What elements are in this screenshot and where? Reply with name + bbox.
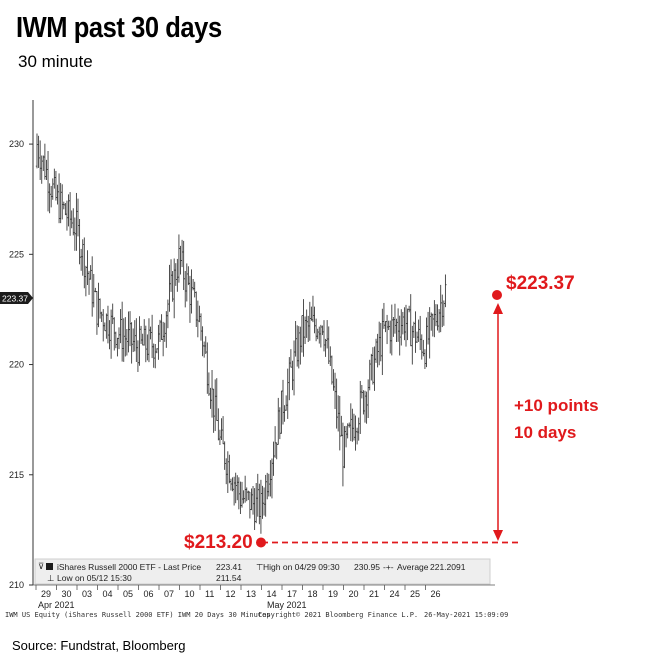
chart-title: IWM past 30 days (16, 12, 222, 44)
last-price-tag-text: 223.37 (2, 294, 28, 304)
x-tick-label: 19 (328, 589, 338, 599)
x-tick-label: 06 (144, 589, 154, 599)
chart-subtitle: 30 minute (18, 52, 93, 71)
gain-arrow-head-down (493, 530, 503, 541)
low-marker (256, 537, 266, 548)
high-price-label: $223.37 (506, 273, 575, 294)
legend-low-label: Low on 05/12 15:30 (57, 573, 132, 583)
last-price-tag: 223.37 (0, 292, 33, 304)
y-tick-label: 220 (9, 360, 24, 370)
legend-high-icon: ⊤ (256, 562, 264, 572)
high-marker (492, 290, 502, 300)
footer-right: 26-May-2021 15:09:09 (424, 611, 508, 619)
x-tick-label: 11 (205, 589, 214, 599)
x-tick-label: 29 (41, 589, 51, 599)
y-tick-label: 210 (9, 580, 24, 590)
x-tick-label: 07 (164, 589, 174, 599)
x-month-label: May 2021 (267, 600, 307, 610)
legend-box (34, 558, 491, 585)
legend: ⊽ iShares Russell 2000 ETF - Last Price … (34, 558, 491, 585)
x-tick-label: 05 (123, 589, 133, 599)
x-tick-label: 17 (287, 589, 297, 599)
x-tick-label: 26 (431, 589, 441, 599)
gain-arrow-head-up (493, 303, 503, 314)
legend-low-icon: ⊥ (47, 573, 55, 583)
gain-text-line2: 10 days (514, 423, 576, 442)
x-tick-label: 18 (308, 589, 318, 599)
x-month-label: Apr 2021 (38, 600, 75, 610)
source-note: Source: Fundstrat, Bloomberg (12, 638, 186, 653)
price-bars (35, 133, 447, 534)
legend-average-icon: -+- (383, 562, 394, 572)
x-tick-label: 25 (410, 589, 420, 599)
gain-text-line1: +10 points (514, 396, 599, 415)
x-tick-label: 21 (369, 589, 379, 599)
legend-last-price-label: iShares Russell 2000 ETF - Last Price (57, 562, 201, 572)
x-tick-label: 03 (82, 589, 92, 599)
x-tick-label: 12 (226, 589, 236, 599)
x-tick-label: 24 (390, 589, 400, 599)
y-axis: 230 225 220 215 210 (9, 139, 33, 590)
y-tick-label: 215 (9, 470, 24, 480)
footer-left: IWM US Equity (iShares Russell 2000 ETF)… (5, 611, 271, 619)
x-tick-label: 30 (62, 589, 72, 599)
x-tick-label: 14 (267, 589, 277, 599)
x-tick-label: 04 (103, 589, 113, 599)
x-tick-label: 20 (349, 589, 359, 599)
legend-last-price-value: 223.41 (216, 562, 242, 572)
footer-center: Copyright© 2021 Bloomberg Finance L.P. (258, 611, 418, 619)
legend-pin-icon: ⊽ (38, 561, 44, 571)
legend-high-label: High on 04/29 09:30 (263, 562, 340, 572)
legend-swatch-icon (46, 563, 53, 570)
low-price-label: $213.20 (184, 532, 253, 553)
legend-low-value: 211.54 (216, 573, 242, 583)
x-tick-label: 10 (185, 589, 195, 599)
x-axis: 29 30 03 04 05 06 07 10 11 12 13 14 17 18 19 20 21 24 25 26… (35, 585, 441, 610)
y-tick-label: 225 (9, 249, 24, 259)
legend-average-value: 221.2091 (430, 562, 466, 572)
x-tick-label: 13 (246, 589, 256, 599)
y-tick-label: 230 (9, 139, 24, 149)
last-price-tag-shape (0, 292, 33, 304)
legend-average-label: Average (397, 562, 429, 572)
annotations: $213.20 $223.37 +10 points 10 days (184, 273, 599, 553)
legend-high-value: 230.95 (354, 562, 380, 572)
